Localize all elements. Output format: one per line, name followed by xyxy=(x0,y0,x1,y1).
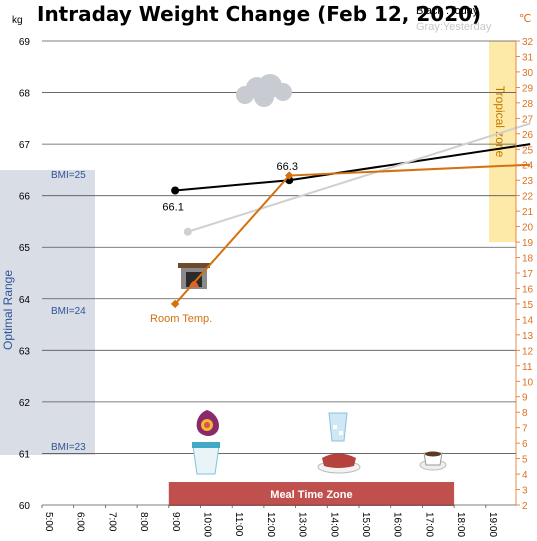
y-right-unit: ℃ xyxy=(519,13,531,25)
y-left-tick-label: 68 xyxy=(19,89,31,100)
y-right-tick-label: 6 xyxy=(522,439,528,450)
y-right-tick-label: 11 xyxy=(522,362,533,373)
coffee-cup-icon xyxy=(419,451,447,471)
tropical-zone-band xyxy=(489,41,516,243)
x-tick-label: 9:00 xyxy=(170,512,181,532)
y-right-tick-label: 2 xyxy=(522,501,528,512)
room-temp-label: Room Temp. xyxy=(150,313,212,325)
y-left-unit: kg xyxy=(12,15,23,26)
steak-icon xyxy=(317,453,361,474)
y-right-tick-label: 8 xyxy=(522,408,528,419)
bmi-25-label: BMI=25 xyxy=(51,170,86,181)
y-right-tick-label: 7 xyxy=(522,424,528,435)
cloud-icon xyxy=(236,74,292,107)
bmi-24-label: BMI=24 xyxy=(51,306,86,317)
y-right-tick-label: 13 xyxy=(522,331,534,342)
y-right-tick-label: 27 xyxy=(522,114,534,125)
y-right-tick-label: 3 xyxy=(522,486,528,497)
y-left-tick-label: 69 xyxy=(19,37,31,48)
x-tick-label: 10:00 xyxy=(202,512,213,537)
y-left-tick-label: 63 xyxy=(19,346,31,357)
optimal-range-band xyxy=(0,170,95,455)
y-left-tick-label: 60 xyxy=(19,501,31,512)
y-right-tick-label: 4 xyxy=(522,470,528,481)
y-right-tick-label: 15 xyxy=(522,300,534,311)
x-tick-label: 13:00 xyxy=(297,512,308,537)
meal-time-label: Meal Time Zone xyxy=(270,489,352,501)
y-right-tick-label: 28 xyxy=(522,99,534,110)
y-right-tick-label: 23 xyxy=(522,176,534,187)
y-right-tick-label: 19 xyxy=(522,238,534,249)
x-tick-label: 18:00 xyxy=(455,512,466,537)
x-tick-label: 14:00 xyxy=(328,512,339,537)
y-right-tick-label: 22 xyxy=(522,192,534,203)
y-left-tick-label: 64 xyxy=(19,295,31,306)
yogurt-icon xyxy=(192,442,220,475)
legend-today: Black :Today xyxy=(416,5,479,17)
legend-yesterday: Gray:Yesterday xyxy=(416,21,492,33)
y-right-tick-label: 29 xyxy=(522,83,534,94)
y-left-tick-label: 66 xyxy=(19,192,31,203)
series-line-yesterday xyxy=(187,122,531,233)
tropical-zone-label: Tropical zone xyxy=(493,86,507,158)
y-right-tick-label: 16 xyxy=(522,284,534,295)
y-right-tick-label: 25 xyxy=(522,145,534,156)
x-tick-label: 17:00 xyxy=(423,512,434,537)
data-point xyxy=(170,299,180,309)
optimal-range-label: Optimal Range xyxy=(1,270,15,350)
y-right-tick-label: 24 xyxy=(522,161,534,172)
bmi-23-label: BMI=23 xyxy=(51,442,86,453)
y-right-tick-label: 30 xyxy=(522,68,534,79)
y-right-tick-label: 20 xyxy=(522,223,534,234)
water-glass-icon xyxy=(328,412,348,442)
y-right-tick-label: 14 xyxy=(522,315,534,326)
x-tick-label: 11:00 xyxy=(233,512,244,537)
data-point xyxy=(171,186,180,195)
y-right-tick-label: 10 xyxy=(522,377,534,388)
y-right-tick-label: 21 xyxy=(522,207,534,218)
x-tick-label: 16:00 xyxy=(392,512,403,537)
data-point xyxy=(183,227,192,236)
y-right-tick-label: 17 xyxy=(522,269,534,280)
fireplace-icon xyxy=(178,263,210,289)
y-left-tick-label: 65 xyxy=(19,243,31,254)
y-left-tick-label: 61 xyxy=(19,449,31,460)
x-tick-label: 8:00 xyxy=(138,512,149,532)
y-right-tick-label: 26 xyxy=(522,130,534,141)
data-label: 66.3 xyxy=(277,161,298,173)
y-left-tick-label: 67 xyxy=(19,140,31,151)
y-right-tick-label: 32 xyxy=(522,37,534,48)
y-right-tick-label: 18 xyxy=(522,254,534,265)
x-tick-label: 15:00 xyxy=(360,512,371,537)
fig-icon xyxy=(196,410,219,436)
x-tick-label: 5:00 xyxy=(43,512,54,532)
x-tick-label: 6:00 xyxy=(75,512,86,532)
chart-title: Intraday Weight Change (Feb 12, 2020) xyxy=(37,2,481,26)
y-right-tick-label: 31 xyxy=(522,52,534,63)
y-left-tick-label: 62 xyxy=(19,398,31,409)
x-tick-label: 12:00 xyxy=(265,512,276,537)
data-point xyxy=(285,171,294,180)
x-tick-label: 7:00 xyxy=(106,512,117,532)
y-right-tick-label: 5 xyxy=(522,455,528,466)
data-label: 66.1 xyxy=(162,202,183,214)
meal-time-band xyxy=(168,482,455,506)
x-tick-label: 19:00 xyxy=(487,512,498,537)
y-right-tick-label: 12 xyxy=(522,346,534,357)
y-right-tick-label: 9 xyxy=(522,393,528,404)
